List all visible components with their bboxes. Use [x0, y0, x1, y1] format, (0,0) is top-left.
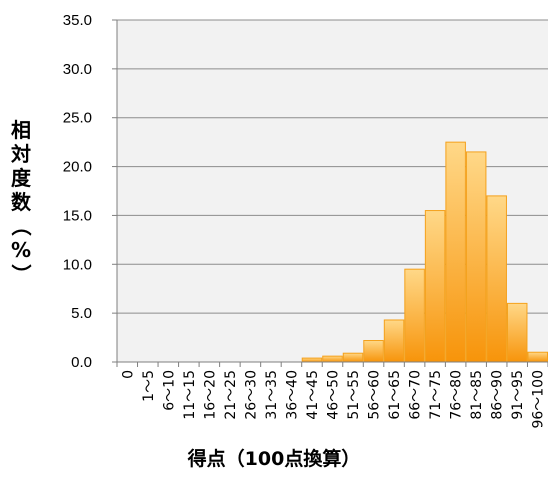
x-tick-label: 16～20 [202, 370, 218, 420]
x-tick-label: 46～50 [326, 370, 342, 420]
bar [445, 141, 466, 363]
x-tick-label: 91～95 [510, 370, 526, 420]
x-tick-label: 76～80 [449, 370, 465, 420]
y-tick-label: 15.0 [63, 207, 92, 224]
y-tick-label: 35.0 [63, 12, 92, 29]
bar [301, 357, 323, 363]
x-tick-label: 11～15 [182, 370, 198, 420]
x-tick-labels: 0 1～5 6～10 11～15 16～20 21～25 26～30 31～35 36～40 41… [120, 370, 546, 429]
bar [342, 352, 364, 363]
gridlines [112, 19, 548, 363]
bar [486, 195, 507, 363]
bar [404, 268, 425, 363]
bar [424, 210, 446, 363]
y-axis-label: 相対度数（%） [9, 118, 33, 284]
x-tick-label: 1～5 [141, 370, 157, 402]
bar [322, 355, 343, 363]
x-tick-label: 26～30 [243, 370, 259, 420]
x-tick-label: 81～85 [469, 370, 485, 420]
bar [363, 340, 384, 363]
y-tick-labels: 0.0 5.0 10.0 15.0 20.0 25.0 30.0 35.0 [63, 12, 92, 371]
y-tick-label: 30.0 [63, 61, 92, 78]
x-tick-label: 71～75 [428, 370, 444, 420]
x-tick-label: 56～60 [367, 370, 383, 420]
y-tick-label: 25.0 [63, 110, 92, 127]
x-tick-label: 61～65 [387, 370, 403, 420]
bar [506, 302, 528, 363]
x-tick-label: 66～70 [408, 370, 424, 420]
y-tick-label: 10.0 [63, 256, 92, 273]
x-tick-label: 41～45 [305, 370, 321, 420]
x-tick-label: 0 [120, 370, 136, 379]
x-axis-label: 得点（100点換算） [187, 448, 361, 470]
y-tick-label: 0.0 [71, 354, 92, 371]
bar [527, 351, 548, 363]
bar [465, 151, 487, 363]
y-tick-label: 5.0 [71, 305, 92, 322]
y-tick-label: 20.0 [63, 159, 92, 176]
axes [116, 20, 548, 367]
bar [383, 319, 405, 363]
x-tick-label: 6～10 [161, 370, 177, 411]
x-tick-label: 36～40 [284, 370, 300, 420]
x-tick-label: 21～25 [223, 370, 239, 420]
x-tick-label: 86～90 [490, 370, 506, 420]
x-tick-label: 31～35 [264, 370, 280, 420]
x-tick-label: 51～55 [346, 370, 362, 420]
x-tick-label: 96～100 [531, 370, 547, 429]
